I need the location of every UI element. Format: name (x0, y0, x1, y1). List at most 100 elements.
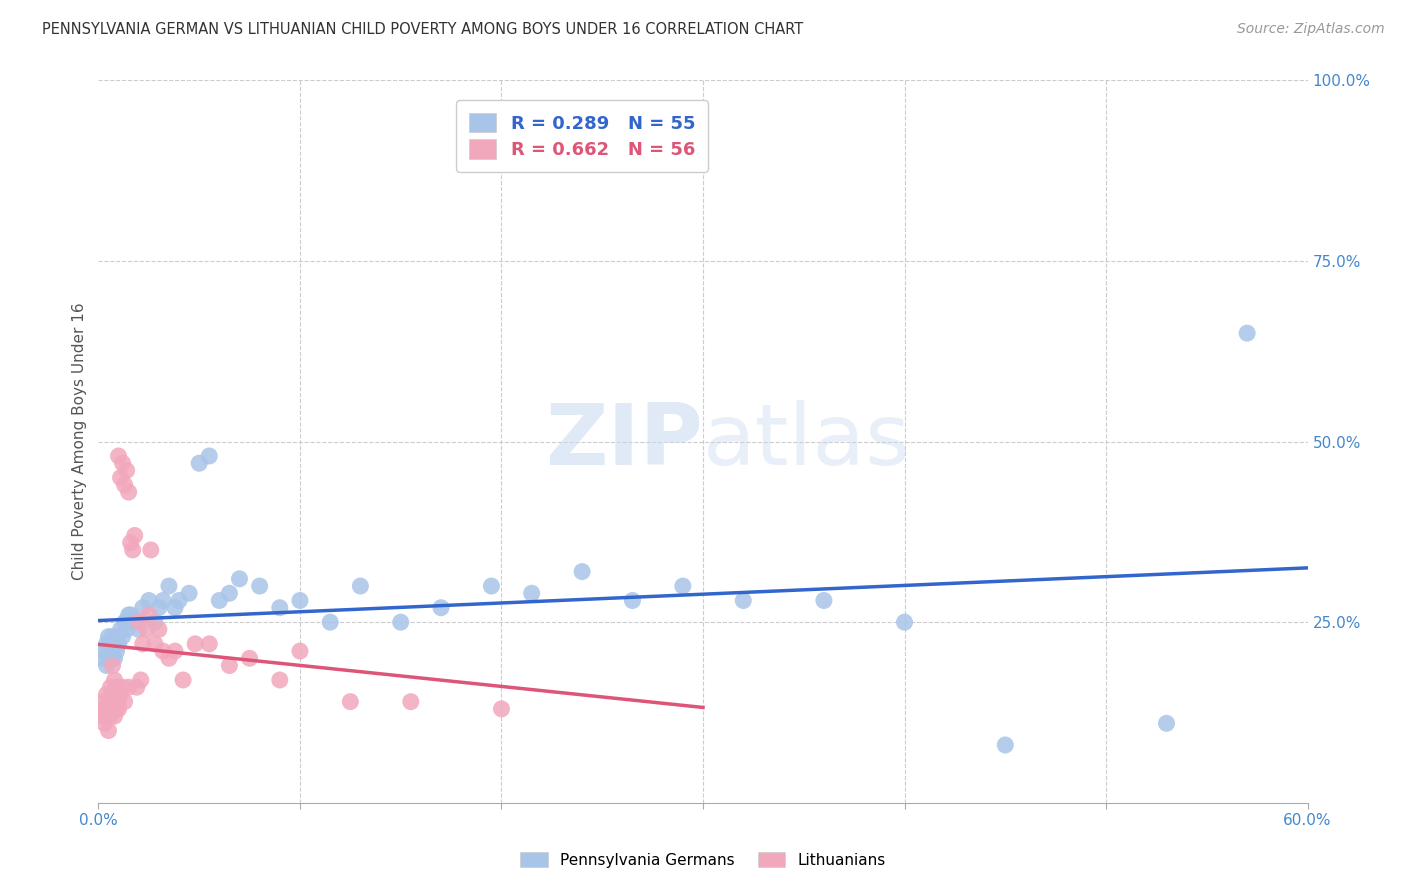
Point (218, 586, 240, 600)
Point (93, 644, 115, 658)
Point (389, 615, 412, 630)
Point (97, 651, 120, 665)
Point (110, 623, 132, 637)
Point (107, 695, 129, 709)
Point (124, 528, 146, 542)
Point (198, 449, 221, 463)
Point (621, 593, 644, 607)
Point (132, 600, 155, 615)
Point (157, 651, 180, 665)
Point (1236, 326, 1258, 340)
Point (103, 695, 125, 709)
Point (129, 673, 152, 687)
Point (103, 651, 125, 665)
Text: atlas: atlas (703, 400, 911, 483)
Point (105, 702, 128, 716)
Point (135, 623, 157, 637)
Point (163, 600, 186, 615)
Point (125, 680, 148, 694)
Point (115, 623, 138, 637)
Point (101, 658, 124, 673)
Point (132, 637, 155, 651)
Point (105, 644, 128, 658)
Point (208, 593, 231, 607)
Point (93, 716, 115, 731)
Point (152, 644, 174, 658)
Legend: R = 0.289   N = 55, R = 0.662   N = 56: R = 0.289 N = 55, R = 0.662 N = 56 (457, 100, 707, 171)
Point (139, 542, 162, 557)
Legend: Pennsylvania Germans, Lithuanians: Pennsylvania Germans, Lithuanians (513, 844, 893, 875)
Point (152, 593, 174, 607)
Point (100, 644, 122, 658)
Point (101, 687, 124, 701)
Point (105, 630, 128, 644)
Point (115, 463, 138, 477)
Point (339, 695, 361, 709)
Point (111, 456, 134, 470)
Text: Source: ZipAtlas.com: Source: ZipAtlas.com (1237, 22, 1385, 37)
Point (571, 565, 593, 579)
Point (813, 593, 835, 607)
Point (96, 637, 118, 651)
Point (430, 600, 453, 615)
Point (91, 651, 114, 665)
Point (143, 615, 166, 630)
Point (96, 658, 118, 673)
Point (97, 630, 120, 644)
Point (124, 615, 146, 630)
Point (269, 673, 291, 687)
Point (100, 637, 122, 651)
Point (163, 644, 186, 658)
Text: ZIP: ZIP (546, 400, 703, 483)
Point (101, 630, 124, 644)
Y-axis label: Child Poverty Among Boys Under 16: Child Poverty Among Boys Under 16 (72, 302, 87, 581)
Point (100, 680, 122, 694)
Point (269, 600, 291, 615)
Point (128, 615, 150, 630)
Point (188, 456, 211, 470)
Point (91, 709, 114, 723)
Point (239, 651, 262, 665)
Point (184, 637, 207, 651)
Point (672, 579, 695, 593)
Point (349, 579, 371, 593)
Point (138, 593, 160, 607)
Point (520, 586, 543, 600)
Point (491, 702, 513, 716)
Point (128, 623, 150, 637)
Point (103, 637, 125, 651)
Point (103, 673, 125, 687)
Point (118, 680, 141, 694)
Point (167, 593, 190, 607)
Point (91, 702, 114, 716)
Point (118, 607, 141, 622)
Point (107, 702, 129, 716)
Point (288, 593, 311, 607)
Point (101, 702, 124, 716)
Point (399, 695, 422, 709)
Point (218, 658, 240, 673)
Point (114, 615, 136, 630)
Point (114, 695, 136, 709)
Point (143, 637, 166, 651)
Point (111, 630, 134, 644)
Point (249, 579, 271, 593)
Point (994, 738, 1017, 752)
Point (111, 680, 134, 694)
Point (107, 449, 129, 463)
Point (96, 687, 118, 701)
Point (148, 623, 170, 637)
Point (120, 535, 142, 549)
Point (96, 709, 118, 723)
Point (110, 470, 132, 484)
Point (105, 680, 128, 694)
Point (93, 695, 115, 709)
Point (893, 615, 915, 630)
Point (481, 579, 503, 593)
Point (733, 593, 755, 607)
Point (148, 600, 170, 615)
Point (110, 687, 132, 701)
Point (103, 709, 125, 723)
Point (157, 579, 180, 593)
Point (138, 607, 160, 622)
